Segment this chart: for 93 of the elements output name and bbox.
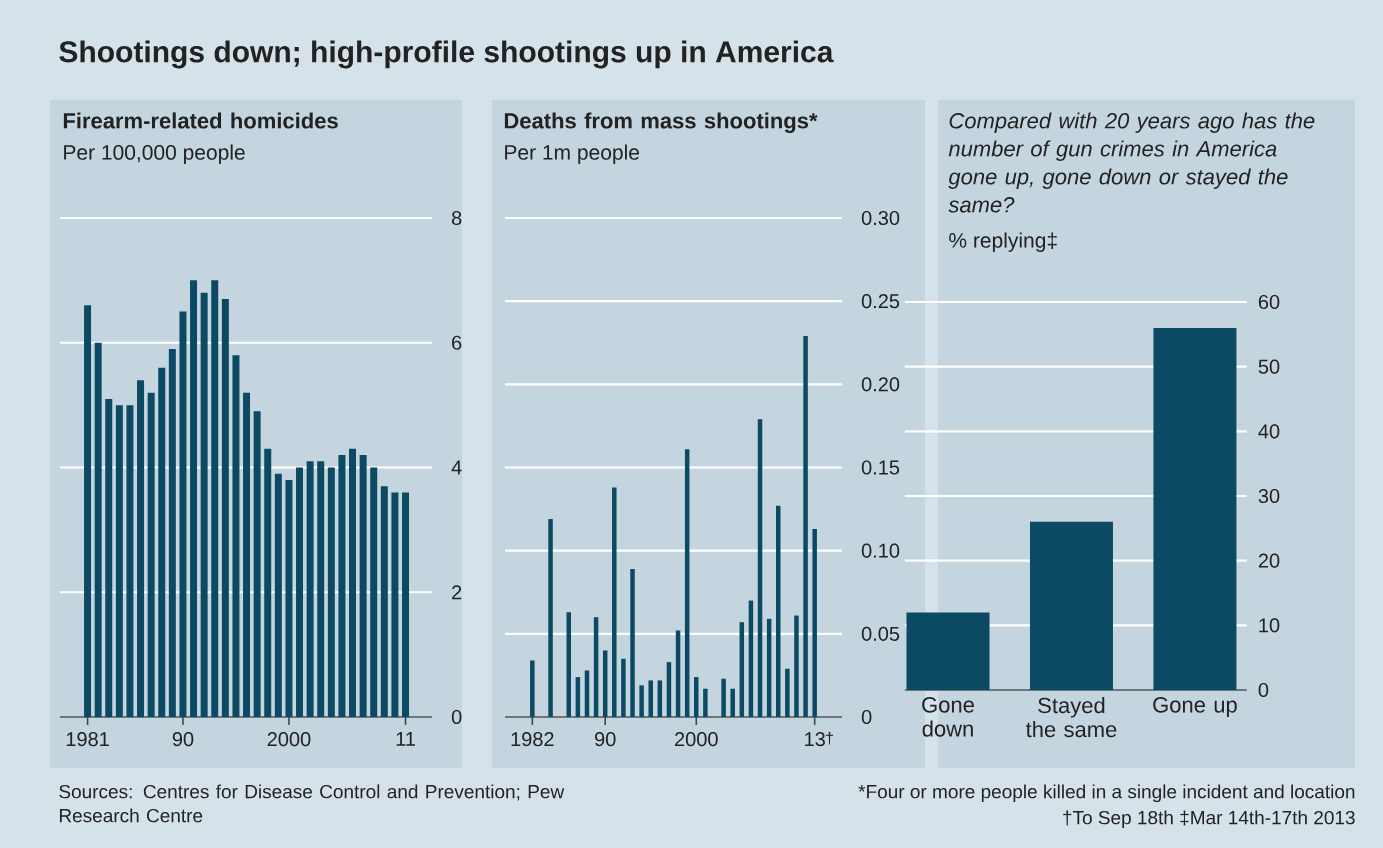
bar — [264, 448, 272, 717]
bar — [221, 299, 229, 717]
bar — [402, 492, 410, 717]
y-tick-label: 20 — [1258, 553, 1280, 568]
bar — [338, 455, 346, 717]
y-tick-label: 0.15 — [861, 460, 900, 475]
bar — [317, 461, 325, 717]
text: Shootings down; high-profile shootings up in America — [59, 40, 834, 69]
x-tick-label: 2000 — [675, 732, 718, 747]
y-tick-label: 30 — [1258, 488, 1280, 504]
bar — [306, 461, 314, 717]
bar — [126, 405, 134, 717]
x-tick-label: 1982 — [511, 732, 554, 747]
source-note: Sources: Centres for Disease Control and Prevention; Pew Research Centre — [59, 784, 565, 823]
bar — [158, 367, 166, 717]
x-tick-label: 90 — [595, 732, 616, 747]
x-tick-label: Gone up — [1153, 697, 1237, 717]
bar — [380, 486, 388, 717]
bar — [630, 568, 635, 717]
y-tick-label: 60 — [1258, 294, 1280, 310]
x-tick-label: 2000 — [267, 732, 311, 747]
y-tick-label: 10 — [1259, 618, 1280, 633]
bar — [190, 280, 198, 717]
bar — [327, 467, 335, 717]
y-tick-label: 0.10 — [861, 543, 900, 558]
bar — [548, 519, 553, 717]
chart-title: Compared with 20 years ago has the number of gun crimes in America gone up, gone down or stayed the same? — [948, 112, 1315, 213]
y-tick-label: 0.05 — [861, 626, 900, 641]
y-tick-label: 0 — [861, 709, 872, 725]
chart-title: Firearm-related homicides — [63, 112, 338, 129]
bar — [602, 650, 608, 717]
y-tick-label: 0 — [1258, 682, 1269, 698]
bar — [147, 392, 155, 717]
y-tick-label: 50 — [1258, 359, 1280, 374]
bar — [115, 405, 123, 717]
y-tick-label: 0.20 — [861, 377, 900, 392]
y-tick-label: 0.25 — [861, 294, 900, 309]
x-tick-label: Gone down — [922, 697, 974, 737]
bar — [359, 455, 367, 717]
y-tick-label: 40 — [1258, 424, 1280, 439]
bar — [657, 680, 663, 717]
chart-subtitle: % replying‡ — [949, 232, 1057, 252]
bar — [1029, 521, 1113, 690]
bar — [694, 677, 699, 717]
chart-title: Deaths from mass shootings* — [504, 112, 818, 134]
bar — [168, 348, 176, 717]
bar — [232, 355, 240, 717]
bar — [648, 680, 653, 717]
bar — [105, 398, 113, 717]
x-tick-label: 1981 — [66, 732, 109, 747]
bar — [721, 678, 726, 717]
x-tick-label: 11 — [396, 732, 415, 746]
y-tick-label: 8 — [451, 210, 462, 226]
bar — [253, 411, 261, 717]
bar — [137, 380, 145, 717]
bar — [906, 612, 990, 690]
bar — [621, 658, 626, 717]
bar — [243, 392, 251, 717]
annotation: † — [826, 731, 833, 745]
y-tick-label: 4 — [451, 460, 462, 475]
x-tick-label: 13 — [805, 732, 825, 747]
bar — [794, 615, 799, 717]
chart-subtitle: Per 100,000 people — [64, 144, 245, 164]
bar — [1153, 327, 1237, 690]
text: †To Sep 18th ‡Mar 14th-17th 2013 — [1063, 810, 1355, 829]
bar — [730, 688, 735, 717]
x-tick-label: 90 — [172, 732, 194, 747]
bar — [94, 342, 102, 717]
bar — [296, 467, 304, 717]
bar — [584, 670, 590, 717]
bar — [812, 529, 817, 717]
bar — [285, 479, 293, 717]
x-tick-label: Stayed the same — [1025, 697, 1117, 738]
bar — [211, 280, 219, 717]
bar — [530, 660, 535, 717]
y-tick-label: 0 — [451, 709, 462, 725]
bar — [785, 668, 790, 717]
bar — [349, 448, 357, 717]
bar — [703, 688, 708, 717]
y-tick-label: 6 — [452, 335, 462, 350]
bar — [612, 487, 617, 717]
text: *Four or more people killed in a single incident and location — [858, 784, 1355, 803]
bar — [84, 305, 92, 717]
y-tick-label: 0.30 — [861, 210, 900, 226]
bar — [391, 492, 399, 717]
bar — [803, 336, 808, 717]
bar — [639, 685, 644, 717]
bar — [274, 473, 282, 717]
bar — [179, 311, 187, 717]
chart-subtitle: Per 1m people — [505, 144, 639, 164]
bar — [370, 467, 378, 717]
bar — [200, 292, 208, 717]
y-tick-label: 2 — [452, 585, 462, 600]
